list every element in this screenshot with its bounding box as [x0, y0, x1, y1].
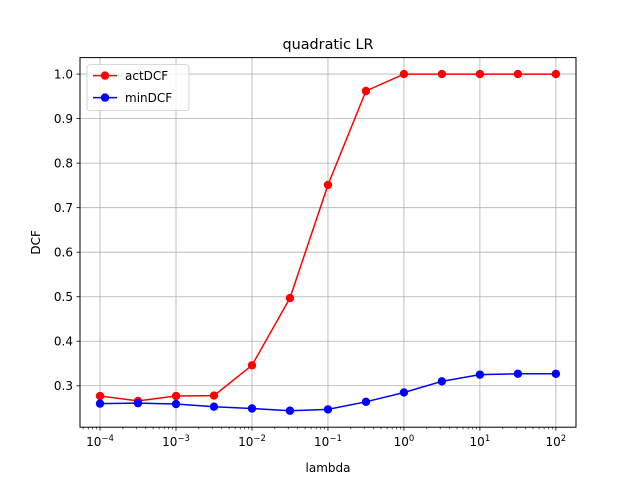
y-tick-label: 0.4: [54, 335, 73, 349]
y-tick-label: 0.3: [54, 379, 73, 393]
series-layer: [95, 69, 561, 415]
mindcf-point: [209, 402, 219, 411]
actdcf-point: [323, 180, 333, 190]
legend-marker-mindcf: [100, 93, 110, 102]
x-tick-label: 10−3: [162, 434, 190, 449]
y-tick-label: 0.5: [54, 290, 73, 304]
x-tick-label: 10−1: [314, 434, 342, 449]
actdcf-point: [399, 69, 409, 79]
y-axis: 0.3 0.4 0.5 0.6 0.7 0.8 0.9 1.0: [54, 67, 80, 393]
x-tick-label: 10−4: [86, 434, 114, 449]
legend-label-actdcf: actDCF: [125, 69, 168, 83]
mindcf-point: [475, 370, 485, 379]
x-axis: 10−4 10−3 10−2 10−1 100 101 102: [82, 427, 567, 449]
actdcf-point: [513, 69, 523, 79]
x-tick-label: 100: [394, 434, 415, 449]
legend-marker-actdcf: [100, 71, 110, 80]
actdcf-point: [437, 69, 447, 79]
mindcf-point: [95, 399, 105, 408]
y-tick-label: 1.0: [54, 67, 73, 81]
actdcf-point: [247, 361, 257, 370]
mindcf-point: [361, 397, 371, 407]
actdcf-point: [361, 86, 371, 96]
x-tick-label: 10−2: [238, 434, 266, 449]
grid: [80, 57, 576, 428]
legend-label-mindcf: minDCF: [125, 91, 172, 105]
actdcf-point: [285, 293, 295, 303]
actdcf-point: [209, 391, 219, 400]
y-tick-label: 0.8: [54, 156, 73, 170]
y-axis-label: DCF: [29, 230, 43, 255]
x-tick-label: 102: [546, 434, 567, 449]
y-tick-label: 0.9: [54, 112, 73, 126]
mindcf-point: [133, 398, 143, 408]
mindcf-point: [399, 388, 409, 397]
actdcf-point: [95, 391, 105, 401]
actdcf-point: [475, 69, 485, 79]
actdcf-point: [171, 391, 181, 401]
mindcf-point: [513, 369, 523, 378]
mindcf-point: [285, 406, 295, 415]
y-tick-label: 0.6: [54, 245, 73, 259]
legend: actDCF minDCF: [86, 64, 190, 111]
y-tick-label: 0.7: [54, 201, 73, 215]
actdcf-point: [551, 69, 561, 79]
mindcf-point: [437, 377, 447, 386]
x-tick-label: 101: [470, 434, 491, 449]
mindcf-point: [247, 404, 257, 413]
mindcf-point: [323, 405, 333, 414]
mindcf-point: [551, 369, 561, 378]
chart-title: quadratic LR: [282, 37, 373, 53]
mindcf-point: [171, 399, 181, 409]
x-axis-label: lambda: [306, 461, 351, 475]
